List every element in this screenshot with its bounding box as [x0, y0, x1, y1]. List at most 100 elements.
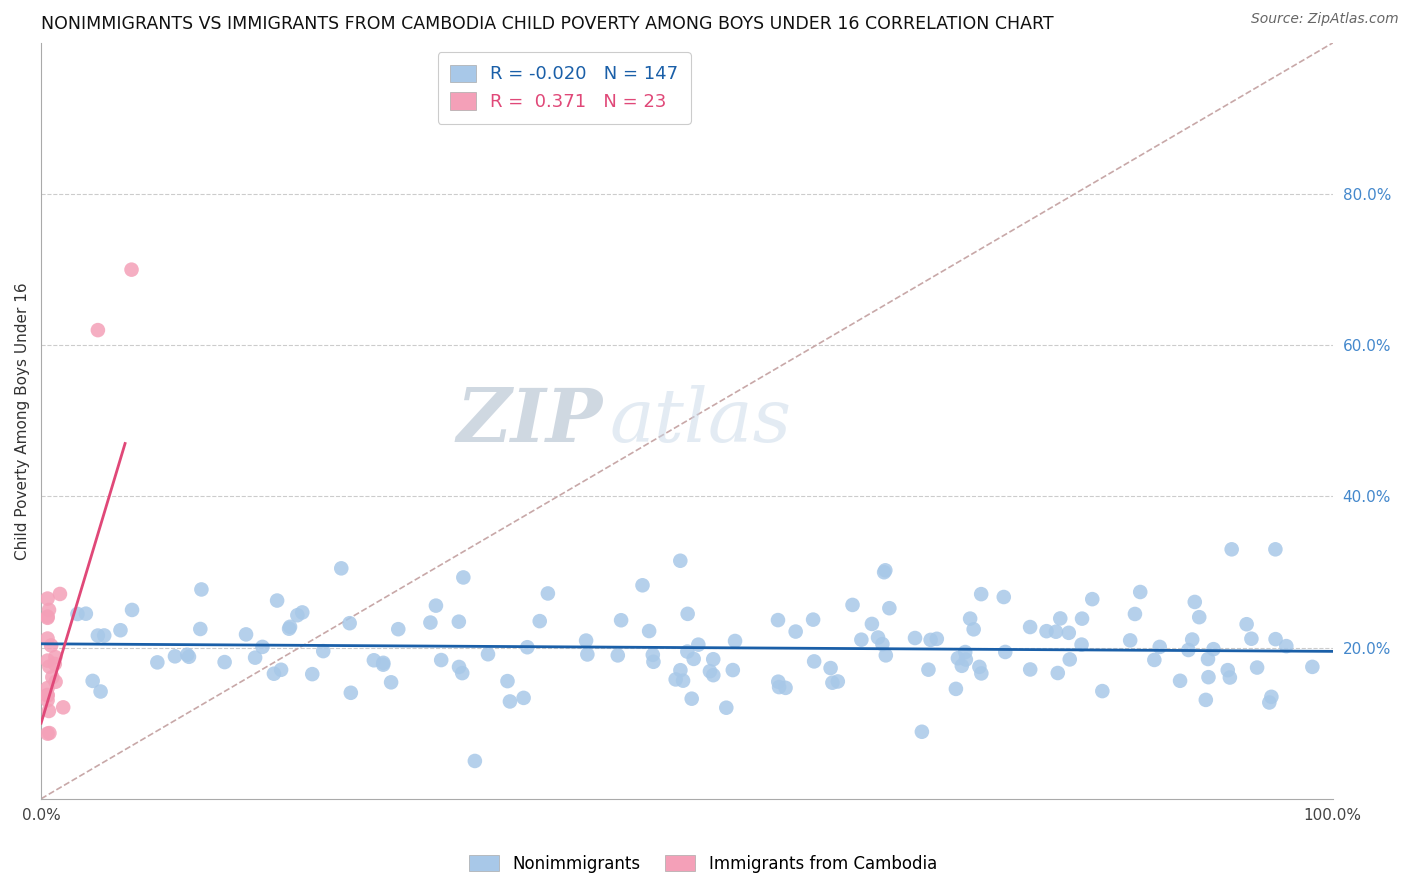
Point — [993, 590, 1015, 604]
Point — [477, 647, 499, 661]
Point — [955, 645, 977, 659]
Text: ZIP: ZIP — [457, 384, 603, 457]
Point — [121, 603, 143, 617]
Point — [447, 660, 470, 674]
Point — [1059, 652, 1081, 666]
Point — [970, 666, 993, 681]
Point — [537, 586, 560, 600]
Point — [785, 624, 807, 639]
Point — [163, 649, 186, 664]
Point — [610, 613, 633, 627]
Point — [820, 661, 842, 675]
Point — [52, 700, 75, 714]
Point — [969, 660, 991, 674]
Point — [873, 566, 896, 580]
Point — [41, 670, 63, 684]
Point — [447, 615, 470, 629]
Point — [373, 656, 395, 670]
Point — [699, 664, 721, 678]
Point — [576, 648, 599, 662]
Point — [860, 616, 883, 631]
Point — [214, 655, 236, 669]
Point — [575, 633, 598, 648]
Point — [1275, 639, 1298, 653]
Point — [875, 648, 897, 663]
Point — [82, 673, 104, 688]
Point — [1240, 632, 1263, 646]
Point — [1260, 690, 1282, 704]
Point — [252, 640, 274, 654]
Point — [904, 631, 927, 645]
Point — [775, 681, 797, 695]
Point — [1046, 665, 1069, 680]
Point — [1143, 653, 1166, 667]
Point — [330, 561, 353, 575]
Point — [243, 650, 266, 665]
Point — [1264, 632, 1286, 647]
Point — [1246, 660, 1268, 674]
Point — [278, 622, 301, 636]
Point — [380, 675, 402, 690]
Point — [516, 640, 538, 655]
Point — [37, 591, 59, 606]
Point — [803, 654, 825, 668]
Point — [724, 634, 747, 648]
Point — [37, 726, 59, 740]
Point — [641, 648, 664, 662]
Point — [45, 674, 67, 689]
Point — [87, 323, 110, 337]
Point — [419, 615, 441, 630]
Point — [430, 653, 453, 667]
Point — [301, 667, 323, 681]
Point — [38, 659, 60, 673]
Point — [827, 674, 849, 689]
Text: Source: ZipAtlas.com: Source: ZipAtlas.com — [1251, 12, 1399, 26]
Point — [643, 655, 665, 669]
Point — [1119, 633, 1142, 648]
Point — [37, 688, 59, 702]
Point — [1019, 620, 1042, 634]
Point — [925, 632, 948, 646]
Point — [90, 684, 112, 698]
Point — [1035, 624, 1057, 639]
Point — [917, 663, 939, 677]
Point — [339, 616, 361, 631]
Point — [1019, 663, 1042, 677]
Point — [1149, 640, 1171, 654]
Point — [1236, 617, 1258, 632]
Point — [766, 613, 789, 627]
Point — [278, 620, 301, 634]
Point — [1220, 542, 1243, 557]
Point — [93, 628, 115, 642]
Point — [1202, 642, 1225, 657]
Point — [499, 694, 522, 708]
Point — [669, 663, 692, 677]
Point — [121, 262, 143, 277]
Point — [37, 632, 59, 646]
Point — [1091, 684, 1114, 698]
Point — [363, 653, 385, 667]
Point — [688, 638, 710, 652]
Point — [37, 693, 59, 707]
Point — [75, 607, 97, 621]
Point — [464, 754, 486, 768]
Point — [1198, 670, 1220, 684]
Point — [768, 680, 790, 694]
Text: atlas: atlas — [609, 384, 792, 457]
Point — [110, 624, 132, 638]
Point — [950, 658, 973, 673]
Point — [1177, 643, 1199, 657]
Point — [496, 674, 519, 689]
Point — [841, 598, 863, 612]
Legend: Nonimmigrants, Immigrants from Cambodia: Nonimmigrants, Immigrants from Cambodia — [463, 848, 943, 880]
Point — [721, 663, 744, 677]
Point — [190, 582, 212, 597]
Point — [512, 690, 534, 705]
Point — [821, 675, 844, 690]
Point — [665, 673, 688, 687]
Point — [340, 686, 363, 700]
Point — [716, 700, 738, 714]
Point — [38, 603, 60, 617]
Point — [1181, 632, 1204, 647]
Point — [37, 681, 59, 695]
